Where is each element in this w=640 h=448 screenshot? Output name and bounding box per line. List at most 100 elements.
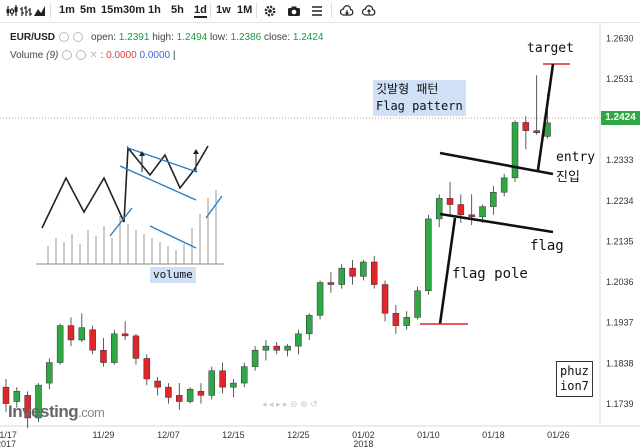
y-tick-label: 1.2531	[606, 74, 634, 84]
cloud-download-icon[interactable]	[340, 4, 354, 18]
timeframe-5m[interactable]: 5m	[80, 4, 96, 16]
candle-body	[468, 214, 475, 218]
timeframe-30m[interactable]: 30m	[123, 4, 146, 16]
chart-nav-hints: ◂ ◂ ▸ ▸ ⊖ ⊕ ↺	[262, 399, 318, 409]
x-tick-label: 01/10	[417, 430, 440, 440]
pattern-title-box: 깃발형 패턴 Flag pattern	[373, 80, 466, 116]
target-projection-line	[536, 63, 555, 171]
candle-body	[111, 333, 118, 363]
diagram-flag-upper	[127, 147, 198, 173]
timeframe-1h[interactable]: 1h	[148, 4, 161, 16]
diagram-arrowhead-1	[139, 151, 145, 156]
timeframe-1m[interactable]: 1m	[59, 4, 75, 16]
settings-toggle-icon[interactable]	[73, 32, 84, 43]
candle-body	[67, 325, 75, 341]
candle-body	[284, 345, 291, 351]
high-label: high:	[152, 32, 174, 43]
candle-body	[121, 333, 129, 337]
x-tick-year: 2018	[353, 439, 373, 448]
candle-body	[435, 198, 443, 220]
x-tick-label: 11/17	[0, 430, 17, 440]
candle-body	[338, 267, 345, 285]
gear-icon[interactable]	[263, 4, 277, 18]
candle-body	[230, 382, 237, 388]
flag-lower-trendline	[439, 212, 554, 234]
candle-body	[208, 370, 216, 396]
investing-logo: Investing.com	[8, 402, 105, 422]
candle-body	[78, 327, 86, 341]
candle-body	[349, 267, 356, 277]
entry-ko-label: 진입	[556, 170, 580, 185]
volume-value-1: 0.0000	[106, 50, 137, 61]
candle-body	[500, 177, 508, 193]
diagram-vol-trend-3	[205, 195, 223, 219]
candle-body	[522, 122, 530, 131]
camera-icon[interactable]	[287, 4, 301, 18]
candle-body	[381, 284, 389, 314]
bar-chart-icon[interactable]	[19, 4, 33, 18]
toolbar-divider	[331, 3, 332, 18]
visibility-toggle-icon[interactable]	[59, 32, 70, 43]
timeframe-1w[interactable]: 1w	[216, 4, 231, 16]
author-signature: phuz ion7	[556, 361, 593, 397]
candle-body	[490, 191, 497, 207]
volume-info: Volume (9) ✕ : 0.0000 0.0000 |	[10, 50, 176, 61]
timeframe-1d[interactable]: 1d	[194, 4, 207, 18]
candle-body	[479, 206, 486, 218]
candle-body	[327, 282, 335, 285]
candle-body	[100, 349, 107, 363]
timeframe-5h[interactable]: 5h	[171, 4, 184, 16]
candle-body	[414, 290, 421, 318]
y-tick-label: 1.2036	[606, 277, 634, 287]
x-tick-year: 2017	[0, 439, 16, 448]
volume-value-2: 0.0000	[139, 50, 171, 61]
volume-label: Volume	[10, 50, 44, 61]
y-tick-label: 1.1838	[606, 358, 634, 368]
open-label: open:	[91, 32, 117, 43]
lines-icon[interactable]	[310, 4, 324, 18]
volume-visibility-icon[interactable]	[62, 50, 73, 61]
mountain-icon[interactable]	[33, 4, 47, 18]
x-tick-label: 01/02	[352, 430, 375, 440]
diagram-vol-trend-2	[149, 225, 197, 249]
logo-suffix: .com	[78, 405, 105, 420]
low-label: low:	[210, 32, 228, 43]
candle-body	[360, 261, 367, 277]
flag-upper-trendline	[439, 151, 554, 176]
toolbar-divider	[210, 3, 211, 18]
candle-body	[273, 345, 280, 351]
timeframe-1M[interactable]: 1M	[237, 4, 253, 16]
candle-body	[370, 261, 378, 285]
low-value: 1.2386	[230, 32, 262, 43]
pattern-title-ko: 깃발형 패턴	[376, 82, 439, 96]
x-tick-label: 01/26	[547, 430, 570, 440]
candlestick-icon[interactable]	[5, 4, 19, 18]
volume-period: (9)	[46, 50, 59, 61]
y-tick-label: 1.2135	[606, 236, 634, 246]
candle-body	[262, 345, 270, 351]
candle-body	[457, 204, 465, 216]
candle-body	[154, 380, 161, 388]
candle-body	[13, 391, 21, 402]
symbol-label: EUR/USD	[10, 32, 56, 43]
candle-body	[132, 335, 140, 359]
diagram-vol-trend-1	[109, 207, 133, 237]
ohlc-info: EUR/USD open: 1.2391 high: 1.2494 low: 1.…	[10, 32, 324, 43]
volume-close-icon[interactable]: ✕	[89, 50, 98, 61]
candle-body	[176, 395, 183, 402]
candle-body	[446, 198, 454, 205]
cloud-upload-icon[interactable]	[362, 4, 376, 18]
candle-body	[219, 370, 226, 388]
candle-body	[511, 122, 519, 179]
y-tick-label: 1.1937	[606, 318, 634, 328]
candle-body	[533, 130, 540, 133]
x-tick-label: 12/25	[287, 430, 310, 440]
diagram-volume-bars	[47, 190, 217, 264]
volume-settings-icon[interactable]	[76, 50, 87, 61]
candle-body	[403, 317, 410, 326]
open-value: 1.2391	[118, 32, 150, 43]
candle-body	[46, 362, 53, 384]
timeframe-15m[interactable]: 15m	[101, 4, 124, 16]
